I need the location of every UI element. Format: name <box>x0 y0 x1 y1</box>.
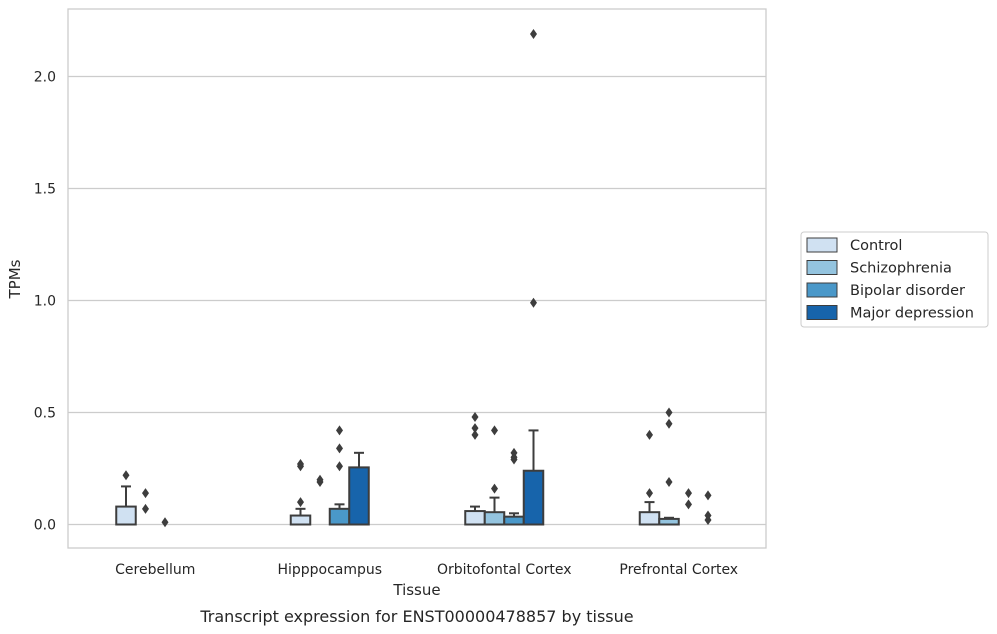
outlier-point <box>471 411 479 422</box>
legend-swatch <box>806 237 838 253</box>
outlier-point <box>161 517 169 528</box>
legend-swatch <box>806 282 838 298</box>
chart-caption: Transcript expression for ENST0000047885… <box>199 607 633 626</box>
y-tick-label: 2.0 <box>34 70 56 86</box>
x-tick-label: Prefrontal Cortex <box>619 562 738 578</box>
outlier-point <box>471 429 479 440</box>
bar <box>348 466 370 526</box>
legend-frame <box>800 231 989 328</box>
outlier-point <box>491 425 498 436</box>
outlier-point <box>685 488 692 499</box>
outlier-point <box>471 423 479 434</box>
outlier-point <box>491 483 498 494</box>
legend-label: Control <box>850 238 902 254</box>
x-ticks: Cerebellum Hipppocampus Orbitofontal Corte… <box>115 562 738 578</box>
outlier-point <box>297 459 304 470</box>
outlier-point <box>704 490 712 501</box>
bars <box>115 28 712 528</box>
plot-frame <box>67 8 767 549</box>
legend-swatch <box>806 260 838 275</box>
outlier-point <box>297 497 304 508</box>
outlier-point <box>530 28 537 39</box>
y-axis-title: TPMs <box>6 259 24 299</box>
bar <box>483 511 506 526</box>
y-tick-label: 1.0 <box>34 294 56 310</box>
outlier-point <box>665 418 673 429</box>
x-tick-label: Orbitofontal Cortex <box>437 562 572 578</box>
outlier-point <box>510 447 518 458</box>
bar <box>289 514 312 526</box>
bar <box>638 511 661 526</box>
bar <box>522 469 545 526</box>
outlier-point <box>530 297 537 308</box>
outlier-point <box>646 429 653 440</box>
y-tick-label: 0.0 <box>34 518 56 534</box>
outlier-point <box>316 474 324 485</box>
legend-swatch <box>806 305 838 320</box>
y-tick-label: 1.5 <box>34 182 56 198</box>
outlier-point <box>336 461 343 472</box>
bar <box>503 515 525 526</box>
outlier-point <box>665 407 673 418</box>
legend: Control Schizophrenia Bipolar disorder Majo… <box>800 231 989 328</box>
bar <box>115 505 137 526</box>
outlier-point <box>336 425 343 436</box>
x-axis-title: Tissue <box>392 581 440 599</box>
outlier-point <box>336 443 343 454</box>
legend-label: Schizophrenia <box>850 261 952 277</box>
outlier-point <box>122 470 130 481</box>
outlier-point <box>704 510 712 521</box>
bar <box>328 507 351 526</box>
y-tick-label: 0.5 <box>34 406 56 422</box>
legend-label: Bipolar disorder <box>850 283 965 299</box>
bar <box>658 517 680 526</box>
outlier-point <box>142 503 149 514</box>
plot-background <box>68 9 766 548</box>
x-tick-label: Cerebellum <box>115 562 195 578</box>
outlier-point <box>665 476 673 487</box>
outlier-point <box>646 488 653 499</box>
outlier-point <box>685 499 692 510</box>
outlier-point <box>142 488 149 499</box>
legend-label: Major depression <box>850 306 974 322</box>
y-ticks: 0.0 0.5 1.0 1.5 2.0 <box>34 70 56 534</box>
bar <box>464 510 486 526</box>
x-tick-label: Hipppocampus <box>277 562 382 578</box>
